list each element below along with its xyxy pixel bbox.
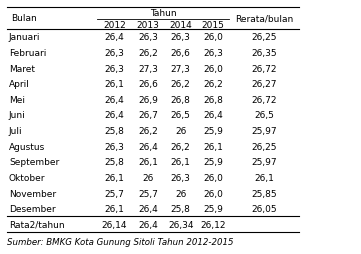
Text: September: September	[9, 158, 59, 167]
Text: November: November	[9, 189, 56, 198]
Text: 26,72: 26,72	[252, 96, 277, 104]
Text: 26,12: 26,12	[200, 220, 226, 229]
Text: 26,14: 26,14	[101, 220, 127, 229]
Text: 26,25: 26,25	[252, 142, 277, 151]
Text: Januari: Januari	[9, 33, 40, 42]
Text: 26,2: 26,2	[171, 142, 191, 151]
Text: 26,35: 26,35	[252, 49, 277, 58]
Text: 26,5: 26,5	[171, 111, 191, 120]
Text: 26,1: 26,1	[138, 158, 158, 167]
Text: Tahun: Tahun	[150, 9, 177, 18]
Text: 25,9: 25,9	[203, 126, 223, 136]
Text: 26,2: 26,2	[138, 126, 158, 136]
Text: 26,4: 26,4	[138, 220, 158, 229]
Text: 25,8: 25,8	[171, 204, 191, 213]
Text: 25,8: 25,8	[104, 158, 124, 167]
Text: Desember: Desember	[9, 204, 56, 213]
Text: 26,1: 26,1	[255, 173, 274, 182]
Text: 26,0: 26,0	[203, 64, 223, 73]
Text: 26,2: 26,2	[171, 80, 191, 89]
Text: 26: 26	[142, 173, 154, 182]
Text: 26,4: 26,4	[104, 33, 124, 42]
Text: 26,3: 26,3	[203, 49, 223, 58]
Text: 26,3: 26,3	[104, 142, 124, 151]
Text: 2014: 2014	[169, 21, 192, 30]
Text: 26,4: 26,4	[138, 142, 158, 151]
Text: 26,8: 26,8	[171, 96, 191, 104]
Text: 26,27: 26,27	[252, 80, 277, 89]
Text: 26,3: 26,3	[171, 173, 191, 182]
Text: 26,4: 26,4	[104, 111, 124, 120]
Text: Juli: Juli	[9, 126, 23, 136]
Text: 26,3: 26,3	[104, 49, 124, 58]
Text: 25,7: 25,7	[138, 189, 158, 198]
Text: 26,7: 26,7	[138, 111, 158, 120]
Text: 26,0: 26,0	[203, 173, 223, 182]
Text: 2015: 2015	[202, 21, 225, 30]
Text: 27,3: 27,3	[171, 64, 191, 73]
Text: Agustus: Agustus	[9, 142, 45, 151]
Text: 27,3: 27,3	[138, 64, 158, 73]
Text: 26,1: 26,1	[203, 142, 223, 151]
Text: 26,3: 26,3	[138, 33, 158, 42]
Text: 26,1: 26,1	[104, 204, 124, 213]
Text: 26,0: 26,0	[203, 189, 223, 198]
Text: 2013: 2013	[137, 21, 160, 30]
Text: Oktober: Oktober	[9, 173, 45, 182]
Text: Sumber: BMKG Kota Gunung Sitoli Tahun 2012-2015: Sumber: BMKG Kota Gunung Sitoli Tahun 20…	[7, 237, 234, 246]
Text: Maret: Maret	[9, 64, 35, 73]
Text: 26,25: 26,25	[252, 33, 277, 42]
Text: 26,1: 26,1	[171, 158, 191, 167]
Text: 25,97: 25,97	[252, 126, 277, 136]
Text: 25,8: 25,8	[104, 126, 124, 136]
Text: 26: 26	[175, 126, 186, 136]
Text: Bulan: Bulan	[11, 14, 36, 23]
Text: 25,97: 25,97	[252, 158, 277, 167]
Text: 26,4: 26,4	[104, 96, 124, 104]
Text: 26,5: 26,5	[255, 111, 274, 120]
Text: Rata2/tahun: Rata2/tahun	[9, 220, 65, 229]
Text: 26,34: 26,34	[168, 220, 193, 229]
Text: 26,3: 26,3	[171, 33, 191, 42]
Text: 25,7: 25,7	[104, 189, 124, 198]
Text: Februari: Februari	[9, 49, 46, 58]
Text: 26,2: 26,2	[138, 49, 158, 58]
Text: 2012: 2012	[103, 21, 126, 30]
Text: 26,4: 26,4	[138, 204, 158, 213]
Text: Rerata/bulan: Rerata/bulan	[235, 14, 293, 23]
Text: 26,3: 26,3	[104, 64, 124, 73]
Text: 26,1: 26,1	[104, 173, 124, 182]
Text: 25,9: 25,9	[203, 158, 223, 167]
Text: 26,6: 26,6	[138, 80, 158, 89]
Text: 26,72: 26,72	[252, 64, 277, 73]
Text: 26,0: 26,0	[203, 33, 223, 42]
Text: Mei: Mei	[9, 96, 25, 104]
Text: 26,1: 26,1	[104, 80, 124, 89]
Text: 26,8: 26,8	[203, 96, 223, 104]
Text: 26,4: 26,4	[203, 111, 223, 120]
Text: 26,9: 26,9	[138, 96, 158, 104]
Text: April: April	[9, 80, 30, 89]
Text: 25,85: 25,85	[252, 189, 277, 198]
Text: 26: 26	[175, 189, 186, 198]
Text: 25,9: 25,9	[203, 204, 223, 213]
Text: 26,2: 26,2	[203, 80, 223, 89]
Text: 26,6: 26,6	[171, 49, 191, 58]
Text: 26,05: 26,05	[252, 204, 277, 213]
Text: Juni: Juni	[9, 111, 26, 120]
